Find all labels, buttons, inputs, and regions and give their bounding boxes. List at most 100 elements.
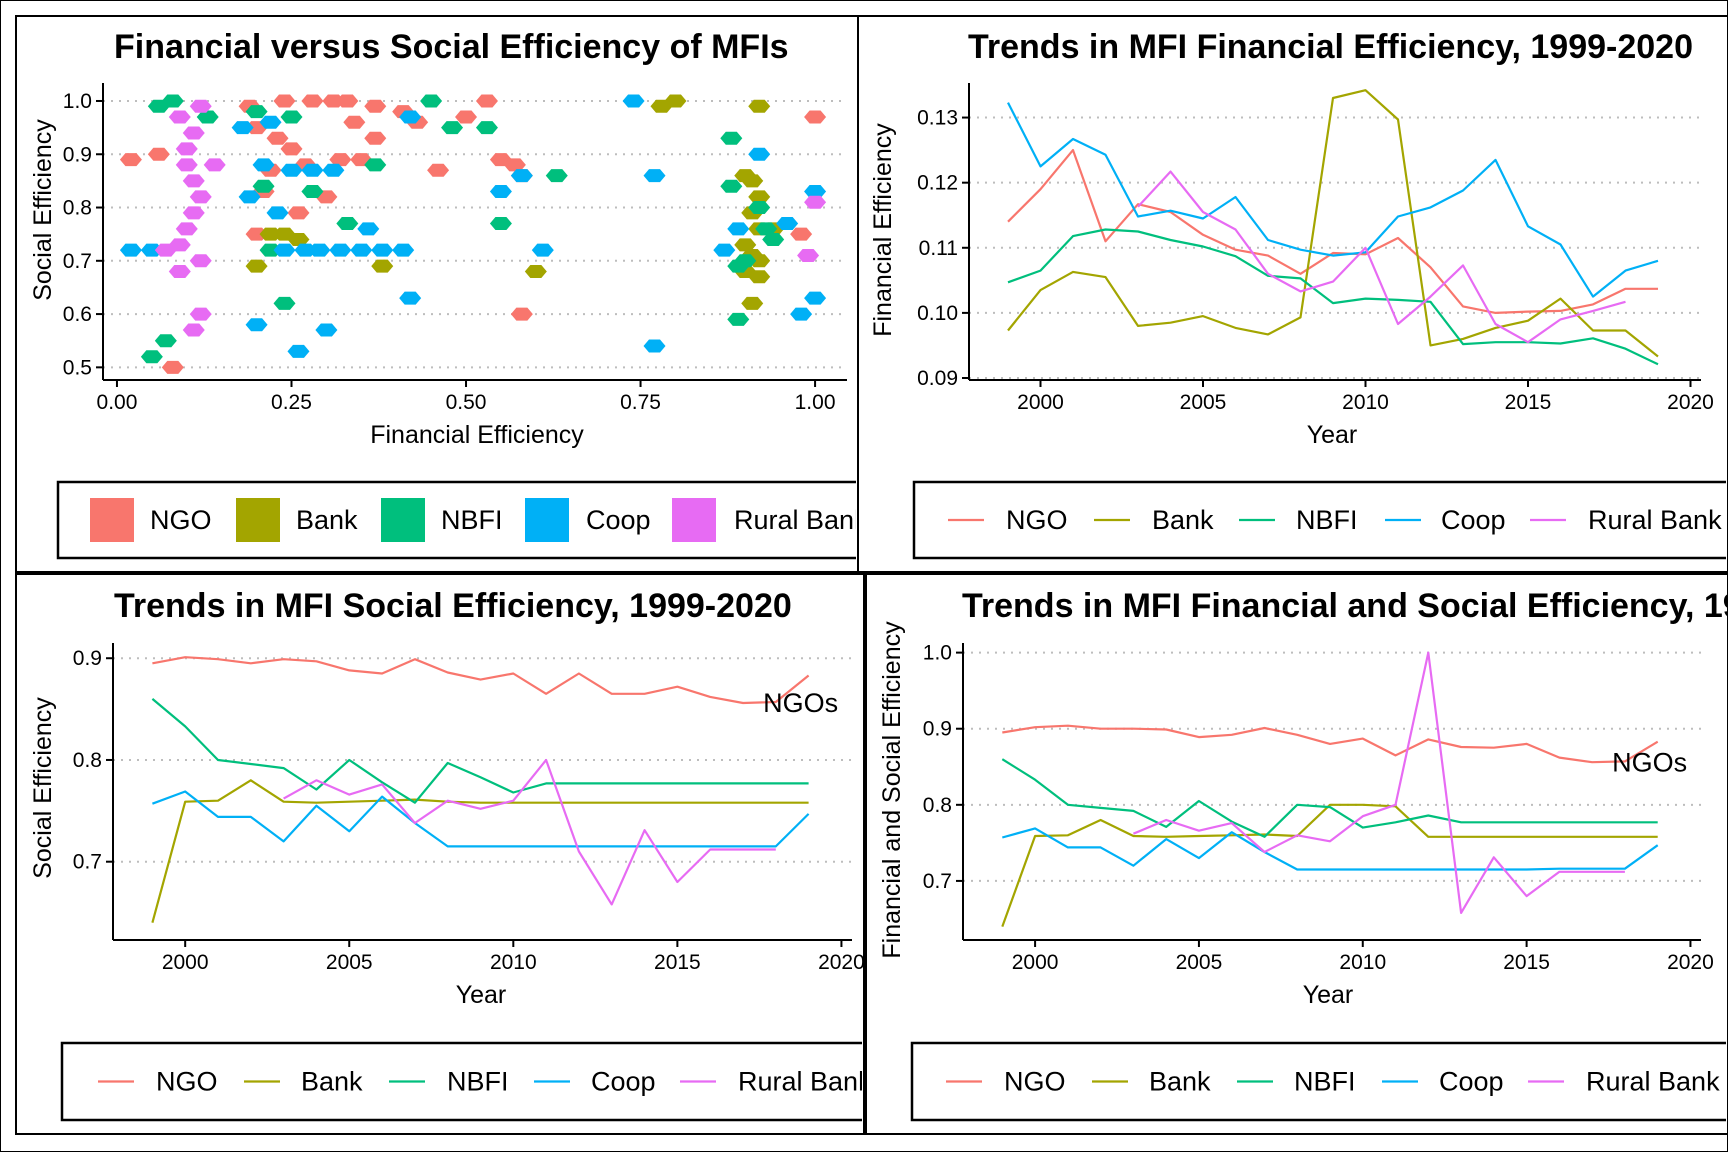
x-tick-label: 2005 xyxy=(1176,951,1223,974)
x-tick-label: 2020 xyxy=(1667,391,1714,414)
chart-title: Trends in MFI Financial Efficiency, 1999… xyxy=(968,28,1693,66)
hex-cell-rural-bank xyxy=(175,142,198,156)
hex-cell-coop xyxy=(790,307,813,321)
hex-cell-nbfi xyxy=(154,334,177,348)
series-line-coop xyxy=(1002,827,1659,871)
hex-cell-nbfi xyxy=(196,110,219,124)
y-tick-label: 0.12 xyxy=(917,172,958,195)
hex-cell-coop xyxy=(301,163,324,177)
hex-cell-ngo xyxy=(287,206,310,220)
legend: NGO Bank NBFI Coop Rural Bank xyxy=(56,480,856,560)
legend-label-coop: Coop xyxy=(586,505,651,535)
hex-cell-ngo xyxy=(427,163,450,177)
hex-cell-bank xyxy=(748,190,771,204)
x-tick-label: 2015 xyxy=(1503,951,1550,974)
x-tick-label: 2015 xyxy=(654,951,701,974)
annotation-label: NGOs xyxy=(763,688,838,718)
legend-box xyxy=(60,1041,862,1122)
y-axis-label: Social Efficiency xyxy=(29,119,57,301)
hex-cell-nbfi xyxy=(161,94,184,108)
hex-cell-nbfi xyxy=(475,121,498,135)
hex-cell-ngo xyxy=(336,94,359,108)
x-tick-label: 2005 xyxy=(326,951,373,974)
legend: NGO Bank NBFI Coop Rural Bank xyxy=(910,1041,1726,1122)
legend: NGO Bank NBFI Coop Rural Bank xyxy=(912,480,1726,560)
hex-cell-nbfi xyxy=(273,296,296,310)
legend-box xyxy=(912,480,1726,560)
hex-cell-nbfi xyxy=(245,105,268,119)
hex-cell-coop xyxy=(531,243,554,257)
x-tick-label: 0.00 xyxy=(97,391,138,414)
hex-cell-coop xyxy=(399,291,422,305)
hex-cell-bank xyxy=(664,94,687,108)
hex-cell-bank xyxy=(748,254,771,268)
hex-cell-ngo xyxy=(804,110,827,124)
legend-label-nbfi: NBFI xyxy=(1296,505,1358,535)
series-line-coop xyxy=(1007,102,1659,298)
hex-cell-rural-bank xyxy=(189,190,212,204)
hex-cell-coop xyxy=(622,94,645,108)
y-tick-label: 0.5 xyxy=(63,356,92,379)
hex-cell-coop xyxy=(287,344,310,358)
hex-cell-coop xyxy=(231,121,254,135)
hex-cell-coop xyxy=(294,243,317,257)
hex-cell-bank xyxy=(748,99,771,113)
hex-cell-rural-bank xyxy=(203,158,226,172)
hex-cell-coop xyxy=(357,222,380,236)
hex-cell-coop xyxy=(245,318,268,332)
legend-label-nbfi: NBFI xyxy=(441,505,503,535)
y-tick-label: 1.0 xyxy=(923,642,952,665)
hexbin-cells xyxy=(119,94,827,374)
hex-cell-nbfi xyxy=(252,179,275,193)
series-line-rural-bank xyxy=(1137,170,1626,344)
hex-cell-coop xyxy=(252,158,275,172)
hex-cell-rural-bank xyxy=(175,158,198,172)
hex-cell-ngo xyxy=(364,131,387,145)
y-tick-label: 0.10 xyxy=(917,302,958,325)
x-tick-label: 2010 xyxy=(1339,951,1386,974)
hex-cell-nbfi xyxy=(301,185,324,199)
hex-cell-rural-bank xyxy=(797,248,820,262)
annotation-label: NGOs xyxy=(1612,747,1687,777)
series-lines xyxy=(1007,89,1659,366)
y-tick-label: 0.8 xyxy=(63,197,92,220)
y-tick-label: 0.8 xyxy=(73,749,102,772)
series-line-nbfi xyxy=(151,698,809,804)
hex-cell-coop xyxy=(392,243,415,257)
hex-cell-rural-bank xyxy=(168,110,191,124)
hex-cell-ngo xyxy=(266,131,289,145)
x-tick-label: 2015 xyxy=(1505,391,1552,414)
hex-cell-coop xyxy=(322,163,345,177)
hex-cell-bank xyxy=(734,238,757,252)
legend-label-rural-bank: Rural Bank xyxy=(1588,505,1722,535)
axes: 0.7 0.8 0.9 1.0 2000 2005 2010 2015 2020 xyxy=(923,642,1714,974)
legend-label-coop: Coop xyxy=(1441,505,1506,535)
series-line-bank xyxy=(151,779,809,923)
hex-cell-rural-bank xyxy=(168,264,191,278)
hex-cell-ngo xyxy=(790,227,813,241)
legend-key-coop xyxy=(525,498,569,542)
y-tick-label: 0.11 xyxy=(919,237,958,260)
hex-cell-nbfi xyxy=(720,131,743,145)
legend-label-bank: Bank xyxy=(296,505,358,535)
legend-label-nbfi: NBFI xyxy=(447,1067,509,1097)
chart-title: Trends in MFI Social Efficiency, 1999-20… xyxy=(114,587,792,625)
hex-cell-coop xyxy=(119,243,142,257)
grid-lines xyxy=(969,116,1701,379)
legend-box xyxy=(910,1041,1726,1122)
x-axis-label: Financial Efficiency xyxy=(370,421,584,449)
legend-box xyxy=(56,480,856,560)
hex-cell-rural-bank xyxy=(182,174,205,188)
legend-label-bank: Bank xyxy=(1149,1067,1211,1097)
hex-cell-coop xyxy=(273,243,296,257)
hex-cell-ngo xyxy=(161,360,184,374)
hex-cell-ngo xyxy=(475,94,498,108)
hex-cell-nbfi xyxy=(336,217,359,231)
x-tick-label: 2000 xyxy=(1017,391,1064,414)
hex-cell-ngo xyxy=(280,142,303,156)
legend-label-nbfi: NBFI xyxy=(1294,1067,1356,1097)
legend-label-ngo: NGO xyxy=(156,1067,218,1097)
chart-title: Trends in MFI Financial and Social Effic… xyxy=(962,587,1728,625)
hex-cell-rural-bank xyxy=(175,222,198,236)
